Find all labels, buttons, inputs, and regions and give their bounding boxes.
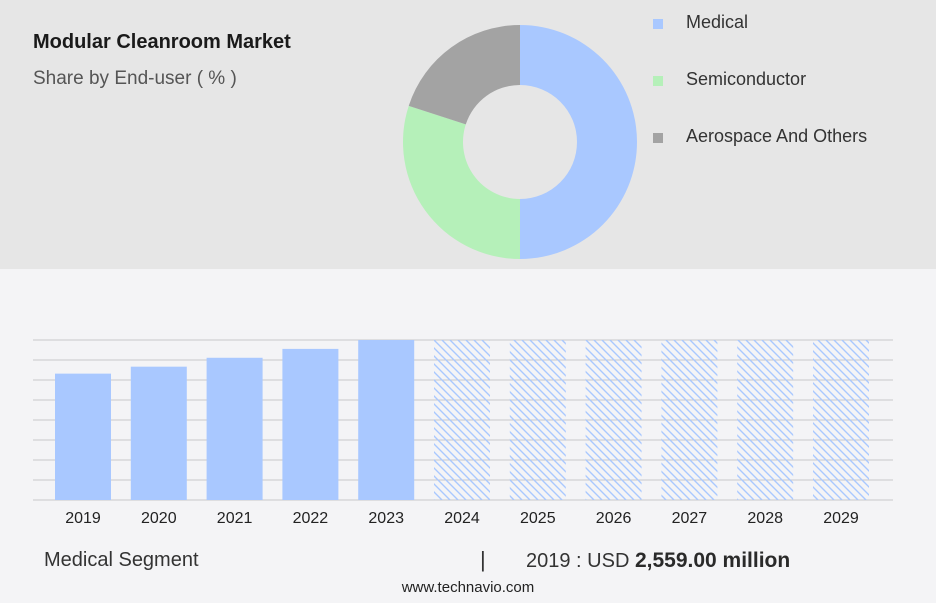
bar-2020 <box>130 366 187 500</box>
donut-slice-medical <box>520 25 637 259</box>
tick-label-2019: 2019 <box>65 510 101 527</box>
tick-label-2022: 2022 <box>293 510 329 527</box>
tick-label-2026: 2026 <box>596 510 632 527</box>
tick-label-2023: 2023 <box>368 510 404 527</box>
tick-label-2024: 2024 <box>444 510 480 527</box>
forecast-bar-2025 <box>509 340 566 500</box>
forecast-bar-2029 <box>813 340 869 500</box>
tick-label-2027: 2027 <box>672 510 708 527</box>
legend-swatch-semiconductor <box>653 76 663 86</box>
legend-swatch-medical <box>653 19 663 29</box>
chart-title: Modular Cleanroom Market <box>33 31 291 53</box>
segment-label: Medical Segment <box>44 549 199 571</box>
bar-2022 <box>282 348 339 500</box>
tick-label-2029: 2029 <box>823 510 859 527</box>
forecast-bar-2024 <box>434 340 490 500</box>
bar-2019 <box>55 373 111 500</box>
tick-label-2028: 2028 <box>747 510 783 527</box>
segment-amount: 2,559.00 million <box>634 549 791 572</box>
forecast-bar-2028 <box>737 340 794 500</box>
donut-chart <box>402 25 637 260</box>
forecast-bar-2027 <box>661 340 718 500</box>
tick-label-2020: 2020 <box>141 510 177 527</box>
bar-2021 <box>206 357 263 500</box>
legend-swatch-aerospace <box>653 133 663 143</box>
legend-label-semiconductor: Semiconductor <box>686 69 807 89</box>
segment-year-prefix: 2019 : USD <box>526 550 630 572</box>
bar-chart: 2019 2020 2021 2022 2023 2024 2025 2026 2027 2028… <box>33 339 893 527</box>
chart-subtitle: Share by End-user ( % ) <box>33 68 237 89</box>
bar-2023 <box>358 340 415 500</box>
donut-slice-aerospace <box>408 25 520 125</box>
tick-label-2025: 2025 <box>520 510 556 527</box>
donut-slice-semiconductor <box>402 105 520 260</box>
legend-label-aerospace: Aerospace And Others <box>686 126 868 146</box>
segment-value: 2019 : USD 2,559.00 million <box>526 549 790 573</box>
separator: | <box>480 547 486 572</box>
legend-label-medical: Medical <box>686 12 749 32</box>
forecast-bar-2026 <box>585 340 642 500</box>
tick-label-2021: 2021 <box>217 510 253 527</box>
website-footer: www.technavio.com <box>401 579 535 596</box>
